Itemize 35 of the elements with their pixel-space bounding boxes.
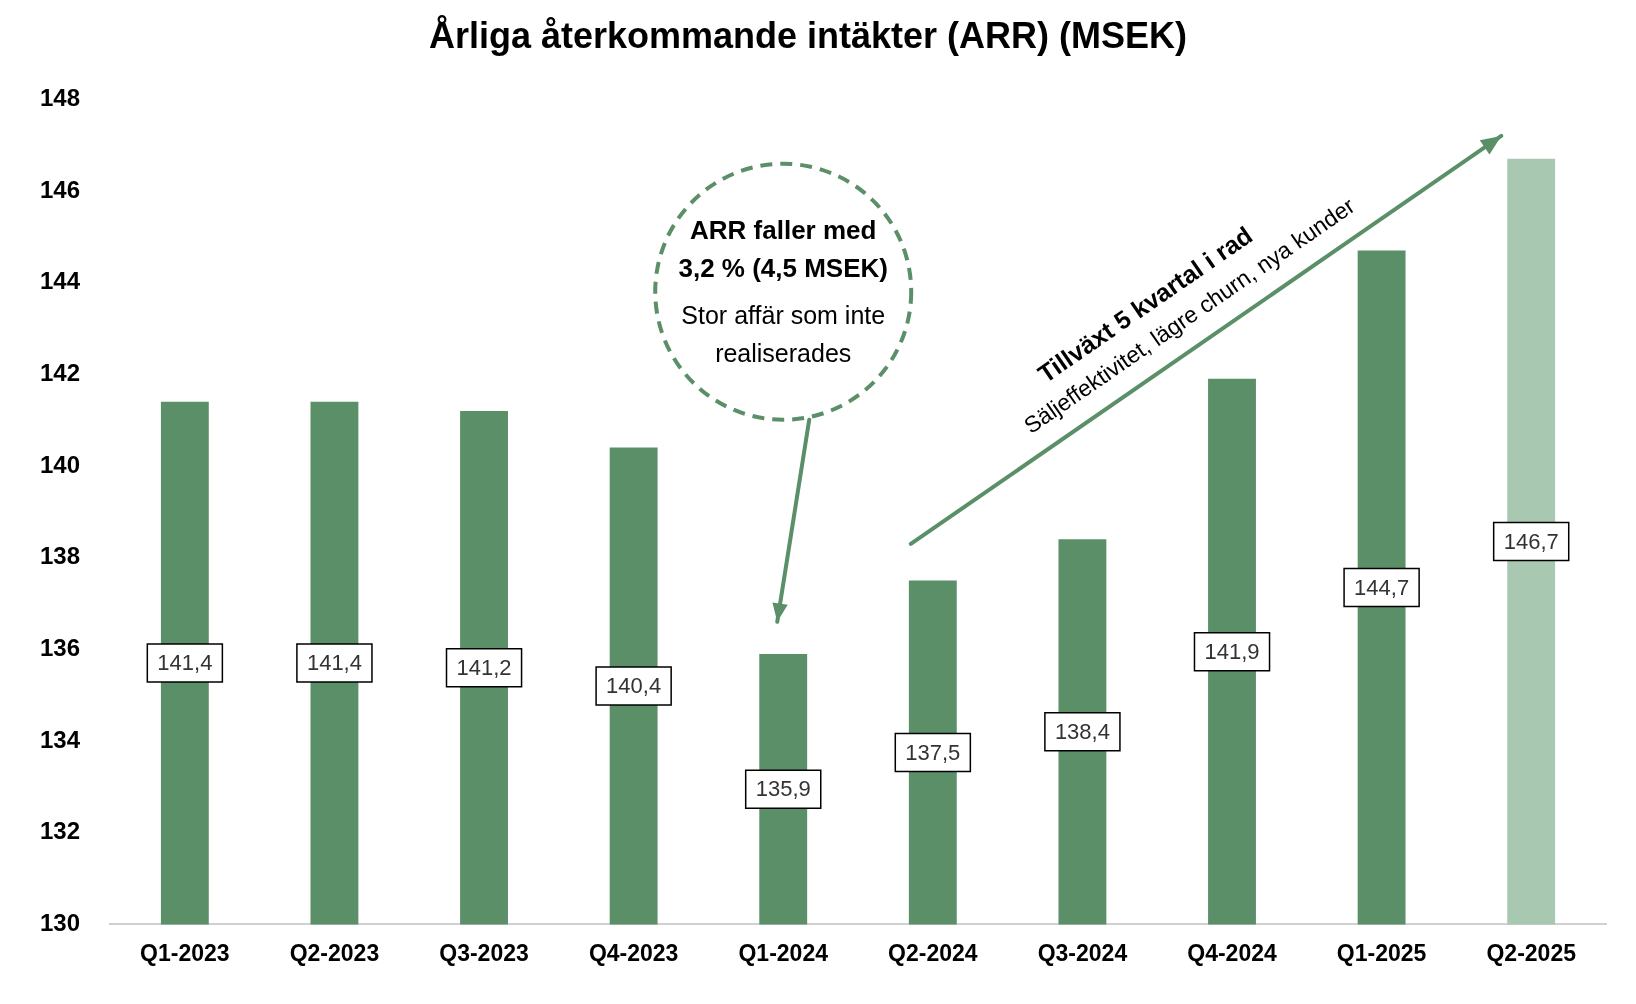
x-tick-label: Q2-2023 <box>289 939 380 966</box>
y-tick-label: 138 <box>40 542 81 570</box>
x-tick-label: Q1-2025 <box>1336 939 1427 966</box>
data-label: 140,4 <box>606 673 662 699</box>
x-tick-label: Q1-2023 <box>140 939 230 966</box>
y-tick-label: 136 <box>40 633 81 661</box>
data-label: 138,4 <box>1054 718 1110 744</box>
x-tick-label: Q2-2024 <box>888 939 978 966</box>
y-tick-label: 142 <box>40 358 81 386</box>
data-label: 137,5 <box>905 739 961 765</box>
x-tick-label: Q2-2025 <box>1486 939 1577 966</box>
annotation: Stor affär som inte <box>681 300 886 329</box>
y-tick-label: 146 <box>40 175 81 203</box>
data-label: 146,7 <box>1503 528 1559 554</box>
annotation: ARR faller med <box>690 214 877 245</box>
annotation: 3,2 % (4,5 MSEK) <box>678 252 888 283</box>
y-tick-label: 130 <box>40 909 81 937</box>
x-tick-label: Q1-2024 <box>738 939 829 966</box>
data-label: 141,9 <box>1204 638 1260 664</box>
x-tick-label: Q3-2024 <box>1037 939 1128 966</box>
y-tick-label: 144 <box>40 267 81 295</box>
y-tick-label: 148 <box>40 83 81 111</box>
data-label: 141,4 <box>157 650 213 676</box>
data-label: 141,4 <box>306 650 362 676</box>
x-tick-label: Q3-2023 <box>439 939 529 966</box>
data-label: 135,9 <box>755 776 811 802</box>
y-tick-label: 132 <box>40 817 81 845</box>
annotation: realiserades <box>715 338 852 367</box>
chart-title: Årliga återkommande intäkter (ARR) (MSEK) <box>428 14 1188 56</box>
y-tick-label: 134 <box>40 725 81 753</box>
x-tick-label: Q4-2023 <box>588 939 679 966</box>
data-label: 144,7 <box>1354 574 1410 600</box>
y-tick-label: 140 <box>40 450 81 478</box>
data-label: 141,2 <box>456 654 512 680</box>
x-tick-label: Q4-2024 <box>1187 939 1277 966</box>
